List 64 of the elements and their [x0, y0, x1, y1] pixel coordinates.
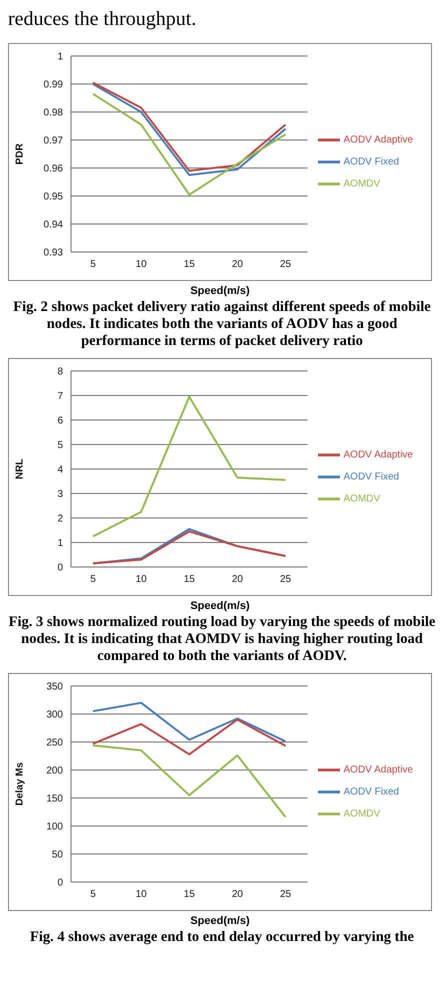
legend-label: AODV Fixed [344, 156, 400, 168]
x-axis-title: Speed(m/s) [189, 285, 251, 297]
x-tick-label: 15 [184, 574, 196, 586]
y-tick-label: 0.98 [44, 108, 64, 119]
y-tick-label: 0 [57, 878, 64, 889]
x-tick-label: 10 [136, 259, 148, 270]
y-tick-label: 0.97 [44, 136, 64, 147]
legend-label: AODV Adaptive [344, 764, 413, 776]
legend-label: AOMDV [344, 808, 380, 820]
line-series [92, 92, 287, 196]
legend-label: AOMDV [344, 178, 380, 190]
y-tick-label: 5 [57, 440, 64, 452]
text: reduces the throughput. [8, 8, 198, 31]
y-tick-label: 3 [57, 489, 64, 500]
y-axis-title: NRL [14, 458, 26, 480]
x-tick-label: 5 [90, 259, 96, 270]
y-tick-label: 7 [57, 391, 64, 402]
y-tick-label: 300 [46, 710, 64, 721]
y-tick-label: 100 [46, 822, 64, 833]
x-tick-label: 25 [280, 259, 292, 270]
caption: Fig. 2 shows packet delivery ratio against different speeds of mobile nodes. It indicates both the variants of AODV has a good performance in terms of packet delivery ratio [12, 299, 432, 350]
y-tick-label: 0 [57, 562, 64, 574]
line-series [92, 702, 287, 742]
x-tick-label: 25 [280, 889, 292, 900]
y-tick-label: 2 [57, 514, 64, 525]
line-series [92, 396, 287, 538]
legend-label: AODV Adaptive [344, 450, 413, 461]
x-tick-label: 25 [280, 574, 292, 586]
y-axis-title: PDR [14, 142, 26, 165]
y-tick-label: 50 [52, 850, 64, 861]
y-tick-label: 4 [57, 464, 64, 476]
x-tick-label: 20 [232, 574, 244, 586]
line-series [92, 744, 287, 818]
caption: Fig. 3 shows normalized routing load by varying the speeds of mobile nodes. It is indicating that AOMDV is having higher routing load compared to both the variants of AODV. [8, 614, 436, 665]
line-series [92, 718, 287, 756]
y-tick-label: 1 [57, 52, 64, 63]
x-tick-label: 15 [184, 889, 196, 900]
y-tick-label: 8 [57, 366, 64, 378]
x-axis-title: Speed(m/s) [189, 915, 251, 927]
x-tick-label: 20 [232, 889, 244, 900]
x-tick-label: 10 [136, 889, 148, 900]
y-tick-label: 0.95 [44, 192, 64, 203]
y-tick-label: 1 [57, 538, 64, 550]
legend-label: AODV Fixed [344, 786, 400, 798]
y-tick-label: 350 [46, 682, 64, 693]
y-axis-title: Delay Ms [14, 762, 26, 806]
y-tick-label: 6 [57, 416, 64, 427]
y-tick-label: 0.99 [44, 80, 64, 91]
y-tick-label: 150 [46, 794, 64, 805]
y-tick-label: 0.94 [44, 220, 64, 231]
x-tick-label: 20 [232, 259, 244, 270]
y-tick-label: 250 [46, 738, 64, 749]
x-tick-label: 10 [136, 574, 148, 586]
y-tick-label: 0.96 [44, 164, 64, 175]
x-tick-label: 5 [90, 574, 96, 586]
x-axis-title: Speed(m/s) [189, 600, 251, 612]
x-tick-label: 5 [90, 889, 96, 900]
caption: Fig. 4 shows average end to end delay occurred by varying the [29, 929, 415, 946]
x-tick-label: 15 [184, 259, 196, 270]
legend-label: AOMDV [344, 494, 380, 505]
y-tick-label: 0.93 [44, 248, 64, 259]
y-tick-label: 200 [46, 766, 64, 777]
legend-label: AODV Adaptive [344, 134, 413, 146]
legend-label: AODV Fixed [344, 472, 400, 483]
